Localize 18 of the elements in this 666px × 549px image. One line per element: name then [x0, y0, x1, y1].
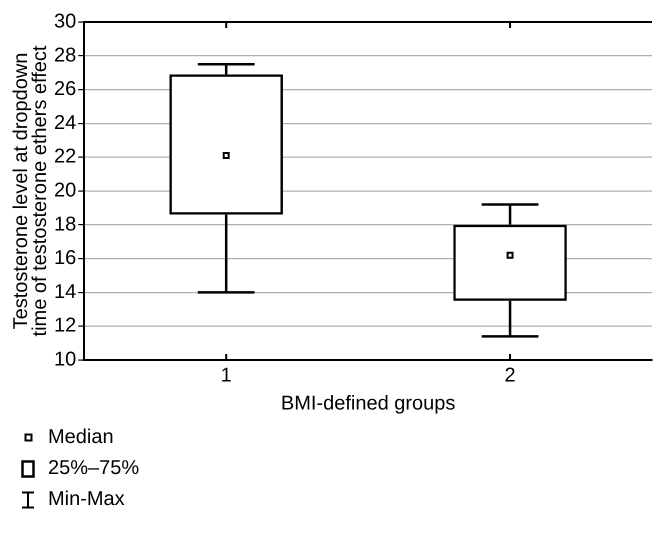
x-tick-label: 1: [220, 364, 232, 387]
x-tick-label: 2: [504, 364, 516, 387]
y-tick-label: 28: [54, 44, 76, 66]
text: Median: [48, 426, 114, 449]
y-axis-title: Testosterone level at dropdown time of testosterone ethers effect: [10, 45, 52, 336]
text: Min-Max: [48, 488, 125, 511]
y-tick-label: 30: [54, 10, 76, 33]
y-tick-label: 14: [54, 280, 76, 303]
y-tick-label: 16: [54, 247, 76, 270]
y-tick-label: 24: [54, 112, 76, 134]
y-tick-label: 18: [54, 213, 76, 236]
y-tick-label: 20: [54, 180, 76, 202]
y-tick-label: 12: [54, 314, 76, 337]
y-tick-label: 26: [54, 78, 76, 100]
y-tick-label: 22: [54, 146, 76, 168]
text: 25%–75%: [48, 457, 140, 480]
y-tick-label: 10: [54, 348, 76, 371]
x-axis-title: BMI-defined groups: [280, 392, 456, 415]
